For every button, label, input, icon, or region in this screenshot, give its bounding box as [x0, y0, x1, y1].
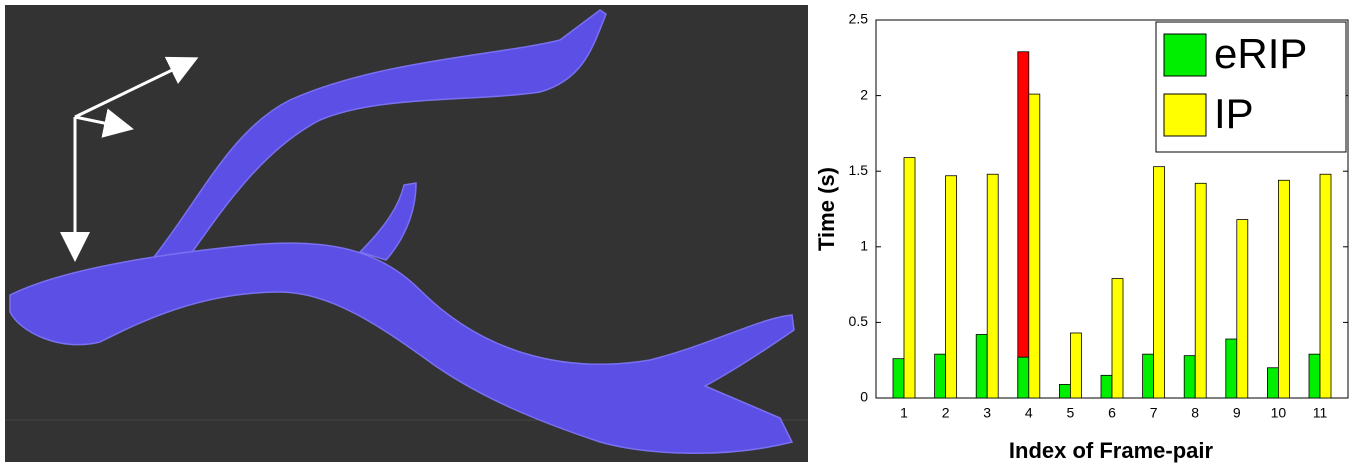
bar [1017, 51, 1030, 399]
bar [1153, 166, 1165, 399]
y-tick-label: 1 [860, 238, 868, 254]
legend-label: IP [1214, 90, 1254, 137]
x-axis-label: Index of Frame-pair [1009, 438, 1214, 463]
bar [1059, 383, 1071, 399]
bar [1017, 356, 1030, 399]
bar [1278, 179, 1290, 399]
bar [1100, 374, 1113, 399]
x-tick-label: 6 [1108, 405, 1116, 421]
bar [1236, 219, 1249, 399]
x-tick-label: 4 [1025, 405, 1033, 421]
x-tick-label: 5 [1067, 405, 1075, 421]
y-tick-label: 0.5 [849, 313, 869, 329]
mesh-render [5, 5, 808, 462]
x-tick-label: 10 [1271, 405, 1287, 421]
legend-swatch [1163, 33, 1207, 77]
vessel-trunk [9, 242, 795, 454]
bar [945, 175, 957, 399]
vessel-branch [358, 182, 417, 261]
bar [1070, 332, 1082, 399]
x-tick-label: 2 [942, 405, 950, 421]
bar [1028, 93, 1041, 399]
vessel-branch [148, 9, 607, 263]
axis-arrow [74, 56, 199, 119]
bar [1111, 278, 1124, 399]
bar [986, 173, 999, 399]
bar [1225, 338, 1238, 399]
y-axis-label: Time (s) [814, 167, 839, 251]
legend-swatch [1163, 93, 1207, 137]
y-tick-label: 0 [860, 389, 868, 405]
bar [1308, 353, 1321, 399]
bar [975, 334, 988, 399]
x-tick-label: 1 [900, 405, 908, 421]
axis-arrow [74, 108, 134, 138]
y-tick-label: 2.5 [849, 11, 869, 27]
x-tick-label: 11 [1313, 405, 1328, 421]
bar [903, 157, 916, 399]
y-tick-label: 2 [860, 86, 868, 102]
bar [1267, 367, 1279, 399]
y-tick-label: 1.5 [849, 162, 869, 178]
bar [1183, 355, 1196, 399]
bar [1194, 182, 1207, 399]
bar-chart: Index of Frame-pair Time (s) 0 0.5 1 1.5 2 2.… [814, 11, 1349, 463]
x-tick-label: 7 [1150, 405, 1158, 421]
legend-label: eRIP [1214, 30, 1307, 77]
x-tick-label: 3 [983, 405, 991, 421]
bar [934, 353, 946, 399]
bar [892, 358, 905, 399]
bar [1319, 173, 1332, 399]
x-tick-label: 8 [1191, 405, 1199, 421]
bar [1142, 353, 1154, 399]
x-tick-label: 9 [1233, 405, 1241, 421]
